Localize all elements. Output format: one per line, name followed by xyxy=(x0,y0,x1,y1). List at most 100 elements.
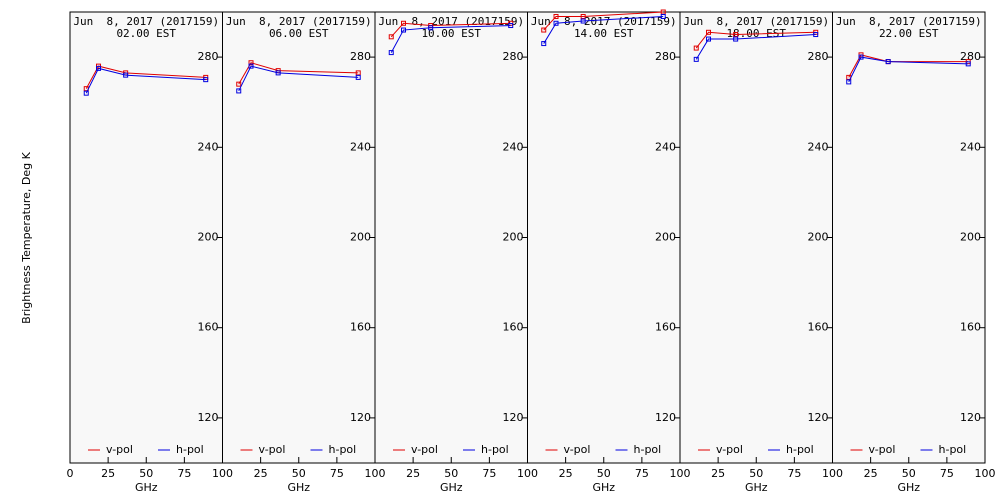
data-point xyxy=(123,72,129,78)
chart-title: Jun 8, 2017 (2017159) xyxy=(683,15,829,28)
legend-label: h-pol xyxy=(634,443,662,456)
series-line xyxy=(848,56,969,83)
x-tick-label: 75 xyxy=(330,467,344,480)
y-tick-label: 280 xyxy=(503,50,524,63)
y-tick-label: 200 xyxy=(350,231,371,244)
data-point xyxy=(401,27,407,33)
x-tick-label: 75 xyxy=(482,467,496,480)
x-tick-label: 100 xyxy=(365,467,386,480)
y-tick-label: 280 xyxy=(960,50,981,63)
legend-label: v-pol xyxy=(106,443,133,456)
x-tick-label: 25 xyxy=(711,467,725,480)
plot-area xyxy=(69,11,223,464)
series-line xyxy=(390,22,511,38)
y-tick-label: 120 xyxy=(503,411,524,424)
chart-subtitle: 22.00 EST xyxy=(879,27,939,40)
data-point xyxy=(96,65,102,71)
y-tick-label: 280 xyxy=(198,50,219,63)
x-tick-label: 25 xyxy=(406,467,420,480)
plot-area xyxy=(222,11,376,464)
data-point xyxy=(733,36,739,42)
data-point xyxy=(706,29,712,35)
y-tick-label: 160 xyxy=(198,321,219,334)
x-axis-label: GHz xyxy=(592,481,615,494)
x-tick-label: 50 xyxy=(749,467,763,480)
legend-label: v-pol xyxy=(411,443,438,456)
x-tick-label: 100 xyxy=(517,467,538,480)
x-tick-label: 25 xyxy=(864,467,878,480)
chart-title: Jun 8, 2017 (2017159) xyxy=(73,15,219,28)
y-tick-label: 120 xyxy=(655,411,676,424)
x-tick-label: 50 xyxy=(902,467,916,480)
x-tick-label: 75 xyxy=(635,467,649,480)
data-point xyxy=(248,63,254,69)
x-tick-label: 100 xyxy=(670,467,691,480)
data-point xyxy=(541,27,547,33)
legend-label: h-pol xyxy=(786,443,814,456)
x-tick-label: 50 xyxy=(444,467,458,480)
data-point xyxy=(236,81,242,87)
y-tick-label: 120 xyxy=(960,411,981,424)
series-line xyxy=(390,25,511,53)
y-tick-label: 240 xyxy=(960,140,981,153)
data-point xyxy=(706,36,712,42)
x-tick-label: 75 xyxy=(787,467,801,480)
data-point xyxy=(508,23,514,29)
data-point xyxy=(813,32,819,38)
y-tick-label: 120 xyxy=(350,411,371,424)
data-point xyxy=(388,50,394,56)
chart-subtitle: 14.00 EST xyxy=(574,27,634,40)
data-point xyxy=(733,32,739,38)
data-point xyxy=(858,54,864,60)
x-tick-label: 100 xyxy=(212,467,233,480)
y-tick-label: 200 xyxy=(655,231,676,244)
series-line xyxy=(695,31,816,49)
legend-label: h-pol xyxy=(329,443,357,456)
y-tick-label: 200 xyxy=(808,231,829,244)
y-tick-label: 280 xyxy=(655,50,676,63)
x-tick-label: 75 xyxy=(940,467,954,480)
data-point xyxy=(236,88,242,94)
data-point xyxy=(693,45,699,51)
data-point xyxy=(580,14,586,20)
data-point xyxy=(541,41,547,47)
legend-label: h-pol xyxy=(939,443,967,456)
x-tick-label: 100 xyxy=(822,467,843,480)
x-axis-label: GHz xyxy=(745,481,768,494)
chart-title: Jun 8, 2017 (2017159) xyxy=(836,15,982,28)
data-point xyxy=(83,90,89,96)
plot-area xyxy=(527,11,681,464)
series-line xyxy=(238,62,359,85)
legend-label: v-pol xyxy=(564,443,591,456)
data-point xyxy=(965,61,971,67)
data-point xyxy=(203,77,209,83)
legend-label: v-pol xyxy=(259,443,286,456)
y-tick-label: 280 xyxy=(350,50,371,63)
y-tick-label: 280 xyxy=(808,50,829,63)
data-point xyxy=(553,20,559,26)
legend-label: h-pol xyxy=(481,443,509,456)
x-tick-label: 0 xyxy=(67,467,74,480)
x-axis-label: GHz xyxy=(440,481,463,494)
series-line xyxy=(238,65,359,92)
x-tick-label: 50 xyxy=(139,467,153,480)
data-point xyxy=(355,70,361,76)
data-point xyxy=(275,70,281,76)
x-tick-label: 50 xyxy=(597,467,611,480)
y-tick-label: 240 xyxy=(808,140,829,153)
y-tick-label: 160 xyxy=(808,321,829,334)
x-tick-label: 25 xyxy=(254,467,268,480)
series-line xyxy=(695,34,816,60)
x-tick-label: 25 xyxy=(559,467,573,480)
plot-area xyxy=(374,11,528,464)
chart-title: Jun 8, 2017 (2017159) xyxy=(378,15,524,28)
series-line xyxy=(85,65,206,89)
series-line xyxy=(543,11,664,31)
data-point xyxy=(846,79,852,85)
data-point xyxy=(660,9,666,15)
data-point xyxy=(553,14,559,20)
y-tick-label: 160 xyxy=(350,321,371,334)
chart-subtitle: 10.00 EST xyxy=(421,27,481,40)
